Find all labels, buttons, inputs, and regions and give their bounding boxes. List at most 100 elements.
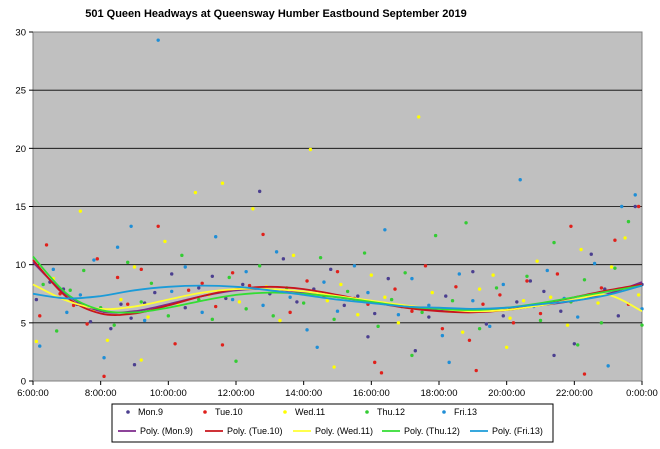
trendlines: [32, 255, 643, 316]
point-fri-13: [471, 299, 475, 303]
point-fri-13: [383, 228, 387, 232]
point-wed-11: [596, 301, 600, 305]
point-wed-11: [193, 190, 198, 195]
x-tick-label: 22:00:00: [556, 388, 593, 399]
point-fri-13: [65, 310, 69, 315]
point-tue-10: [538, 311, 543, 316]
point-fri-13: [457, 272, 461, 276]
point-thu-12: [538, 318, 543, 323]
point-mon-9: [413, 349, 418, 353]
point-mon-9: [552, 353, 556, 358]
point-fri-13: [129, 224, 133, 228]
point-thu-12: [227, 275, 231, 280]
point-tue-10: [95, 257, 99, 261]
point-mon-9: [129, 316, 133, 320]
point-tue-10: [186, 288, 191, 292]
chart-title: 501 Queen Headways at Queensway Humber E…: [85, 8, 466, 20]
gridlines: [33, 89, 642, 324]
point-fri-13: [518, 178, 522, 182]
legend: Mon.9 Tue.10 Wed.11 Thu.12 Fri.13 Poly. (Mon.…: [111, 403, 554, 443]
point-mon-9: [183, 306, 187, 310]
point-fri-13: [427, 303, 431, 308]
x-tick-label: 16:00:00: [353, 388, 390, 399]
point-fri-13: [592, 261, 597, 266]
x-tick-label: 6:00:00: [17, 388, 49, 399]
point-tue-10: [423, 264, 428, 268]
point-wed-11: [251, 207, 255, 211]
point-thu-12: [210, 317, 215, 322]
point-tue-10: [569, 224, 573, 228]
point-thu-12: [139, 300, 143, 304]
legend-label: Tue.10: [215, 407, 243, 417]
point-thu-12: [244, 307, 248, 311]
point-fri-13: [440, 333, 445, 338]
point-thu-12: [41, 282, 45, 287]
x-axis: 6:00:00 8:00:00 10:00:00 12:00:00 14:00:00 16…: [17, 381, 658, 399]
point-mon-9: [88, 319, 93, 324]
trendline-poly-fri-13: [32, 284, 643, 310]
point-thu-12: [180, 253, 184, 258]
point-fri-13: [633, 193, 637, 197]
point-fri-13: [78, 293, 83, 297]
point-wed-11: [417, 115, 421, 119]
point-tue-10: [454, 285, 458, 289]
point-tue-10: [525, 279, 529, 283]
legend-label: Poly. (Wed.11): [315, 426, 373, 436]
point-thu-12: [626, 219, 631, 224]
point-fri-13: [447, 360, 451, 365]
point-tue-10: [102, 374, 106, 379]
point-wed-11: [609, 265, 614, 269]
point-fri-13: [576, 315, 580, 319]
point-fri-13: [230, 297, 235, 302]
y-tick-label: 30: [15, 28, 26, 39]
point-thu-12: [271, 314, 275, 318]
point-thu-12: [82, 268, 86, 273]
point-tue-10: [582, 372, 587, 376]
point-fri-13: [92, 258, 96, 262]
point-tue-10: [220, 343, 225, 347]
point-mon-9: [342, 303, 346, 308]
point-tue-10: [613, 238, 617, 242]
point-thu-12: [389, 297, 394, 302]
point-wed-11: [396, 321, 401, 325]
point-fri-13: [244, 269, 248, 274]
point-thu-12: [464, 221, 468, 225]
point-wed-11: [278, 318, 282, 323]
point-mon-9: [356, 294, 360, 298]
point-thu-12: [450, 299, 455, 303]
y-axis: 0 5 10 15 20 25 30: [15, 28, 33, 388]
point-thu-12: [613, 266, 617, 270]
point-wed-11: [119, 297, 123, 302]
point-wed-11: [78, 209, 83, 213]
legend-marker: [283, 410, 287, 414]
point-thu-12: [640, 323, 644, 327]
point-fri-13: [410, 276, 414, 281]
point-mon-9: [542, 289, 546, 294]
point-tue-10: [126, 302, 130, 306]
point-fri-13: [200, 310, 204, 315]
y-tick-label: 15: [15, 202, 26, 213]
point-fri-13: [170, 289, 174, 294]
x-tick-label: 20:00:00: [488, 388, 525, 399]
point-mon-9: [559, 309, 563, 313]
point-thu-12: [376, 324, 380, 329]
point-fri-13: [214, 235, 218, 239]
point-fri-13: [366, 290, 370, 295]
point-tue-10: [44, 243, 49, 247]
point-tue-10: [440, 326, 445, 331]
point-wed-11: [565, 323, 570, 327]
point-tue-10: [305, 279, 309, 283]
point-fri-13: [640, 307, 644, 311]
point-fri-13: [620, 204, 624, 209]
legend-box: [111, 403, 554, 443]
point-mon-9: [633, 204, 637, 209]
point-tue-10: [481, 302, 485, 306]
point-fri-13: [156, 38, 160, 42]
point-fri-13: [488, 324, 492, 329]
point-wed-11: [220, 181, 225, 185]
point-fri-13: [305, 328, 309, 332]
point-wed-11: [535, 259, 539, 263]
point-mon-9: [366, 335, 370, 339]
point-wed-11: [356, 312, 360, 317]
point-mon-9: [119, 302, 123, 306]
